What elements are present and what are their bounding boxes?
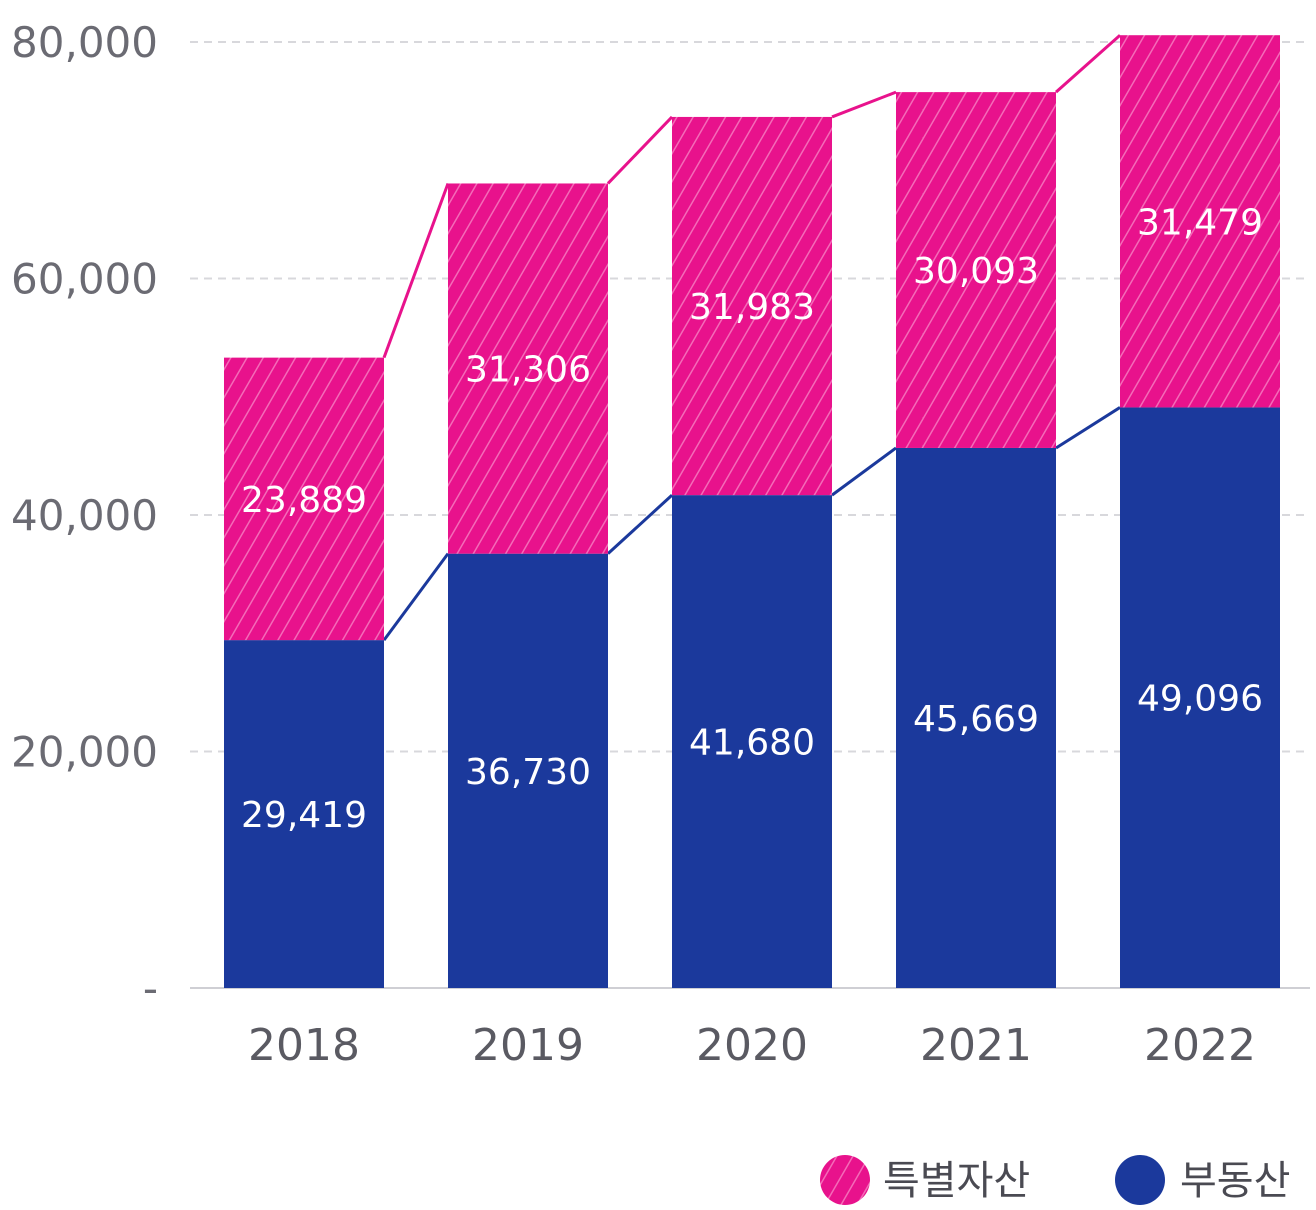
connector-special-assets (382, 182, 450, 359)
x-tick-label: 2022 (1144, 1020, 1256, 1071)
y-tick-label: - (143, 964, 158, 1013)
connector-lines (382, 34, 1121, 642)
connector-special-assets (831, 90, 897, 119)
data-label-realestate: 41,680 (689, 723, 815, 764)
data-label-special-assets: 31,983 (689, 287, 815, 328)
connector-special-assets (606, 115, 674, 185)
connector-realestate (1055, 406, 1121, 450)
x-axis: 2018 2019 2020 2021 2022 (248, 1020, 1256, 1071)
y-tick-label: 40,000 (11, 491, 158, 540)
data-label-special-assets: 30,093 (913, 251, 1039, 292)
data-label-special-assets: 31,306 (465, 350, 591, 391)
legend-label-realestate: 부동산 (1180, 1158, 1290, 1204)
x-tick-label: 2019 (472, 1020, 584, 1071)
legend-swatch-special-assets (820, 1155, 870, 1205)
data-labels: 29,419 23,889 36,730 31,306 41,680 31,983 45,6… (241, 202, 1263, 836)
y-tick-label: 20,000 (11, 728, 158, 777)
data-label-realestate: 49,096 (1137, 679, 1263, 720)
bar-2021-special-assets (896, 92, 1056, 448)
bar-2019-realestate (448, 553, 608, 988)
bar-2022-realestate (1120, 407, 1280, 988)
y-tick-label: 60,000 (11, 255, 158, 304)
bars (224, 35, 1280, 988)
connector-special-assets (1055, 34, 1121, 94)
bar-2022-special-assets (1120, 35, 1280, 408)
x-tick-label: 2020 (696, 1020, 808, 1071)
data-label-realestate: 36,730 (465, 752, 591, 793)
legend-swatch-realestate (1115, 1155, 1165, 1205)
y-tick-label: 80,000 (11, 18, 158, 67)
legend: 특별자산 부동산 (820, 1155, 1290, 1205)
connector-realestate (382, 552, 450, 642)
x-tick-label: 2018 (248, 1020, 360, 1071)
connector-realestate (606, 494, 674, 555)
bar-2021-realestate (896, 447, 1056, 988)
legend-label-special-assets: 특별자산 (883, 1158, 1030, 1204)
data-label-realestate: 45,669 (913, 699, 1039, 740)
connector-realestate (831, 446, 897, 497)
data-label-realestate: 29,419 (241, 795, 367, 836)
data-label-special-assets: 23,889 (241, 480, 367, 521)
bar-2019-special-assets (448, 183, 608, 554)
data-label-special-assets: 31,479 (1137, 202, 1263, 243)
y-axis: - 20,000 40,000 60,000 80,000 (11, 18, 158, 1013)
bar-2020-realestate (672, 495, 832, 988)
bar-2020-special-assets (672, 116, 832, 496)
bar-2018-realestate (224, 640, 384, 988)
x-tick-label: 2021 (920, 1020, 1032, 1071)
bar-2018-special-assets (224, 357, 384, 641)
